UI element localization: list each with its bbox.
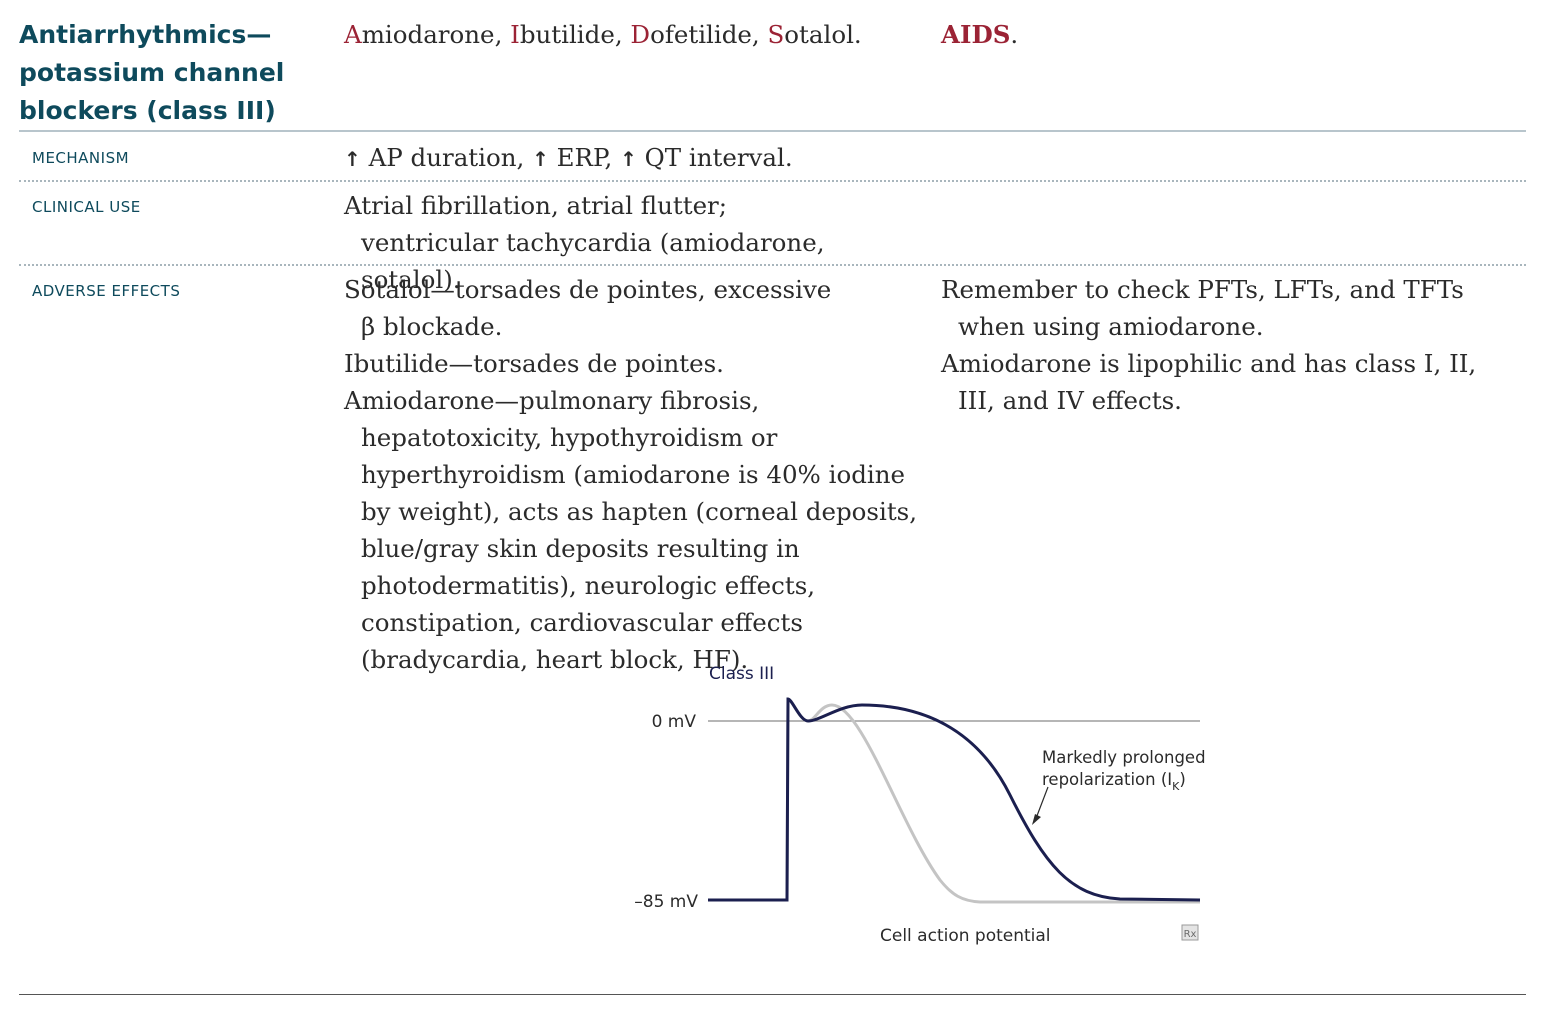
- drug-initial: I: [510, 20, 520, 49]
- zero-mv-label: 0 mV: [652, 712, 697, 732]
- resting-mv-label: –85 mV: [634, 892, 698, 912]
- rx-badge-icon: [1181, 924, 1199, 941]
- adverse-effect-item: Sotalol—torsades de pointes, excessive β…: [344, 275, 832, 341]
- annotation-line-2: repolarization (IK): [1042, 770, 1186, 793]
- figure-title: Class III: [709, 664, 774, 684]
- mechanism-item: AP duration: [368, 143, 517, 172]
- adverse-effects-list: Sotalol—torsades de pointes, excessive β…: [344, 271, 919, 678]
- drug-initial: D: [630, 20, 651, 49]
- drug-name-rest: butilide: [519, 20, 615, 49]
- annotation-text: repolarization (I: [1042, 770, 1172, 789]
- adverse-effect-item: Amiodarone—pulmonary fibrosis, hepatotox…: [344, 386, 918, 674]
- mnemonic-text: AIDS: [941, 20, 1011, 49]
- row-divider: [19, 264, 1526, 266]
- clinical-use-paragraph: Atrial fibrillation, atrial flutter; ven…: [344, 191, 825, 294]
- annotation-subscript: K: [1172, 780, 1180, 793]
- adverse-effects-notes: Remember to check PFTs, LFTs, and TFTs w…: [941, 271, 1531, 419]
- up-arrow-icon: ↑: [344, 147, 361, 171]
- action-potential-diagram: Class III 0 mV –85 mV Markedly prolonged…: [634, 664, 1206, 946]
- header-divider: [19, 130, 1526, 132]
- row-label-mechanism: MECHANISM: [32, 149, 130, 167]
- annotation-arrowhead-icon: [1032, 814, 1041, 825]
- clinical-use-text: Atrial fibrillation, atrial flutter; ven…: [344, 187, 854, 298]
- note-item: Remember to check PFTs, LFTs, and TFTs w…: [941, 275, 1464, 341]
- annotation-line-1: Markedly prolonged: [1042, 748, 1206, 767]
- drug-name-rest: miodarone: [361, 20, 495, 49]
- drug-list: Amiodarone, Ibutilide, Dofetilide, Sotal…: [344, 20, 862, 49]
- up-arrow-icon: ↑: [620, 147, 637, 171]
- section-title: Antiarrhythmics—potassium channel blocke…: [19, 20, 285, 125]
- drug-initial: S: [767, 20, 785, 49]
- bottom-rule: [19, 994, 1526, 995]
- row-divider: [19, 180, 1526, 182]
- drug-name-rest: ofetilide: [650, 20, 752, 49]
- class-iii-action-potential-curve: [708, 697, 1201, 902]
- figure-caption: Cell action potential: [880, 926, 1051, 946]
- row-label-clinical-use: CLINICAL USE: [32, 198, 141, 216]
- drug-initial: A: [344, 20, 362, 49]
- mechanism-item: ERP: [556, 143, 605, 172]
- row-label-adverse-effects: ADVERSE EFFECTS: [32, 282, 181, 300]
- adverse-effect-item: Ibutilide—torsades de pointes.: [344, 349, 724, 378]
- mechanism-text: ↑ AP duration, ↑ ERP, ↑ QT interval.: [344, 143, 793, 172]
- drug-name-rest: otalol: [784, 20, 854, 49]
- note-item: Amiodarone is lipophilic and has class I…: [941, 349, 1477, 415]
- mechanism-item: QT interval: [644, 143, 785, 172]
- action-potential-figure: Class III 0 mV –85 mV Markedly prolonged…: [600, 655, 1220, 955]
- mnemonic: AIDS.: [941, 20, 1019, 49]
- annotation-close: ): [1179, 770, 1185, 789]
- up-arrow-icon: ↑: [532, 147, 549, 171]
- rx-badge-text: Rx: [1184, 929, 1197, 940]
